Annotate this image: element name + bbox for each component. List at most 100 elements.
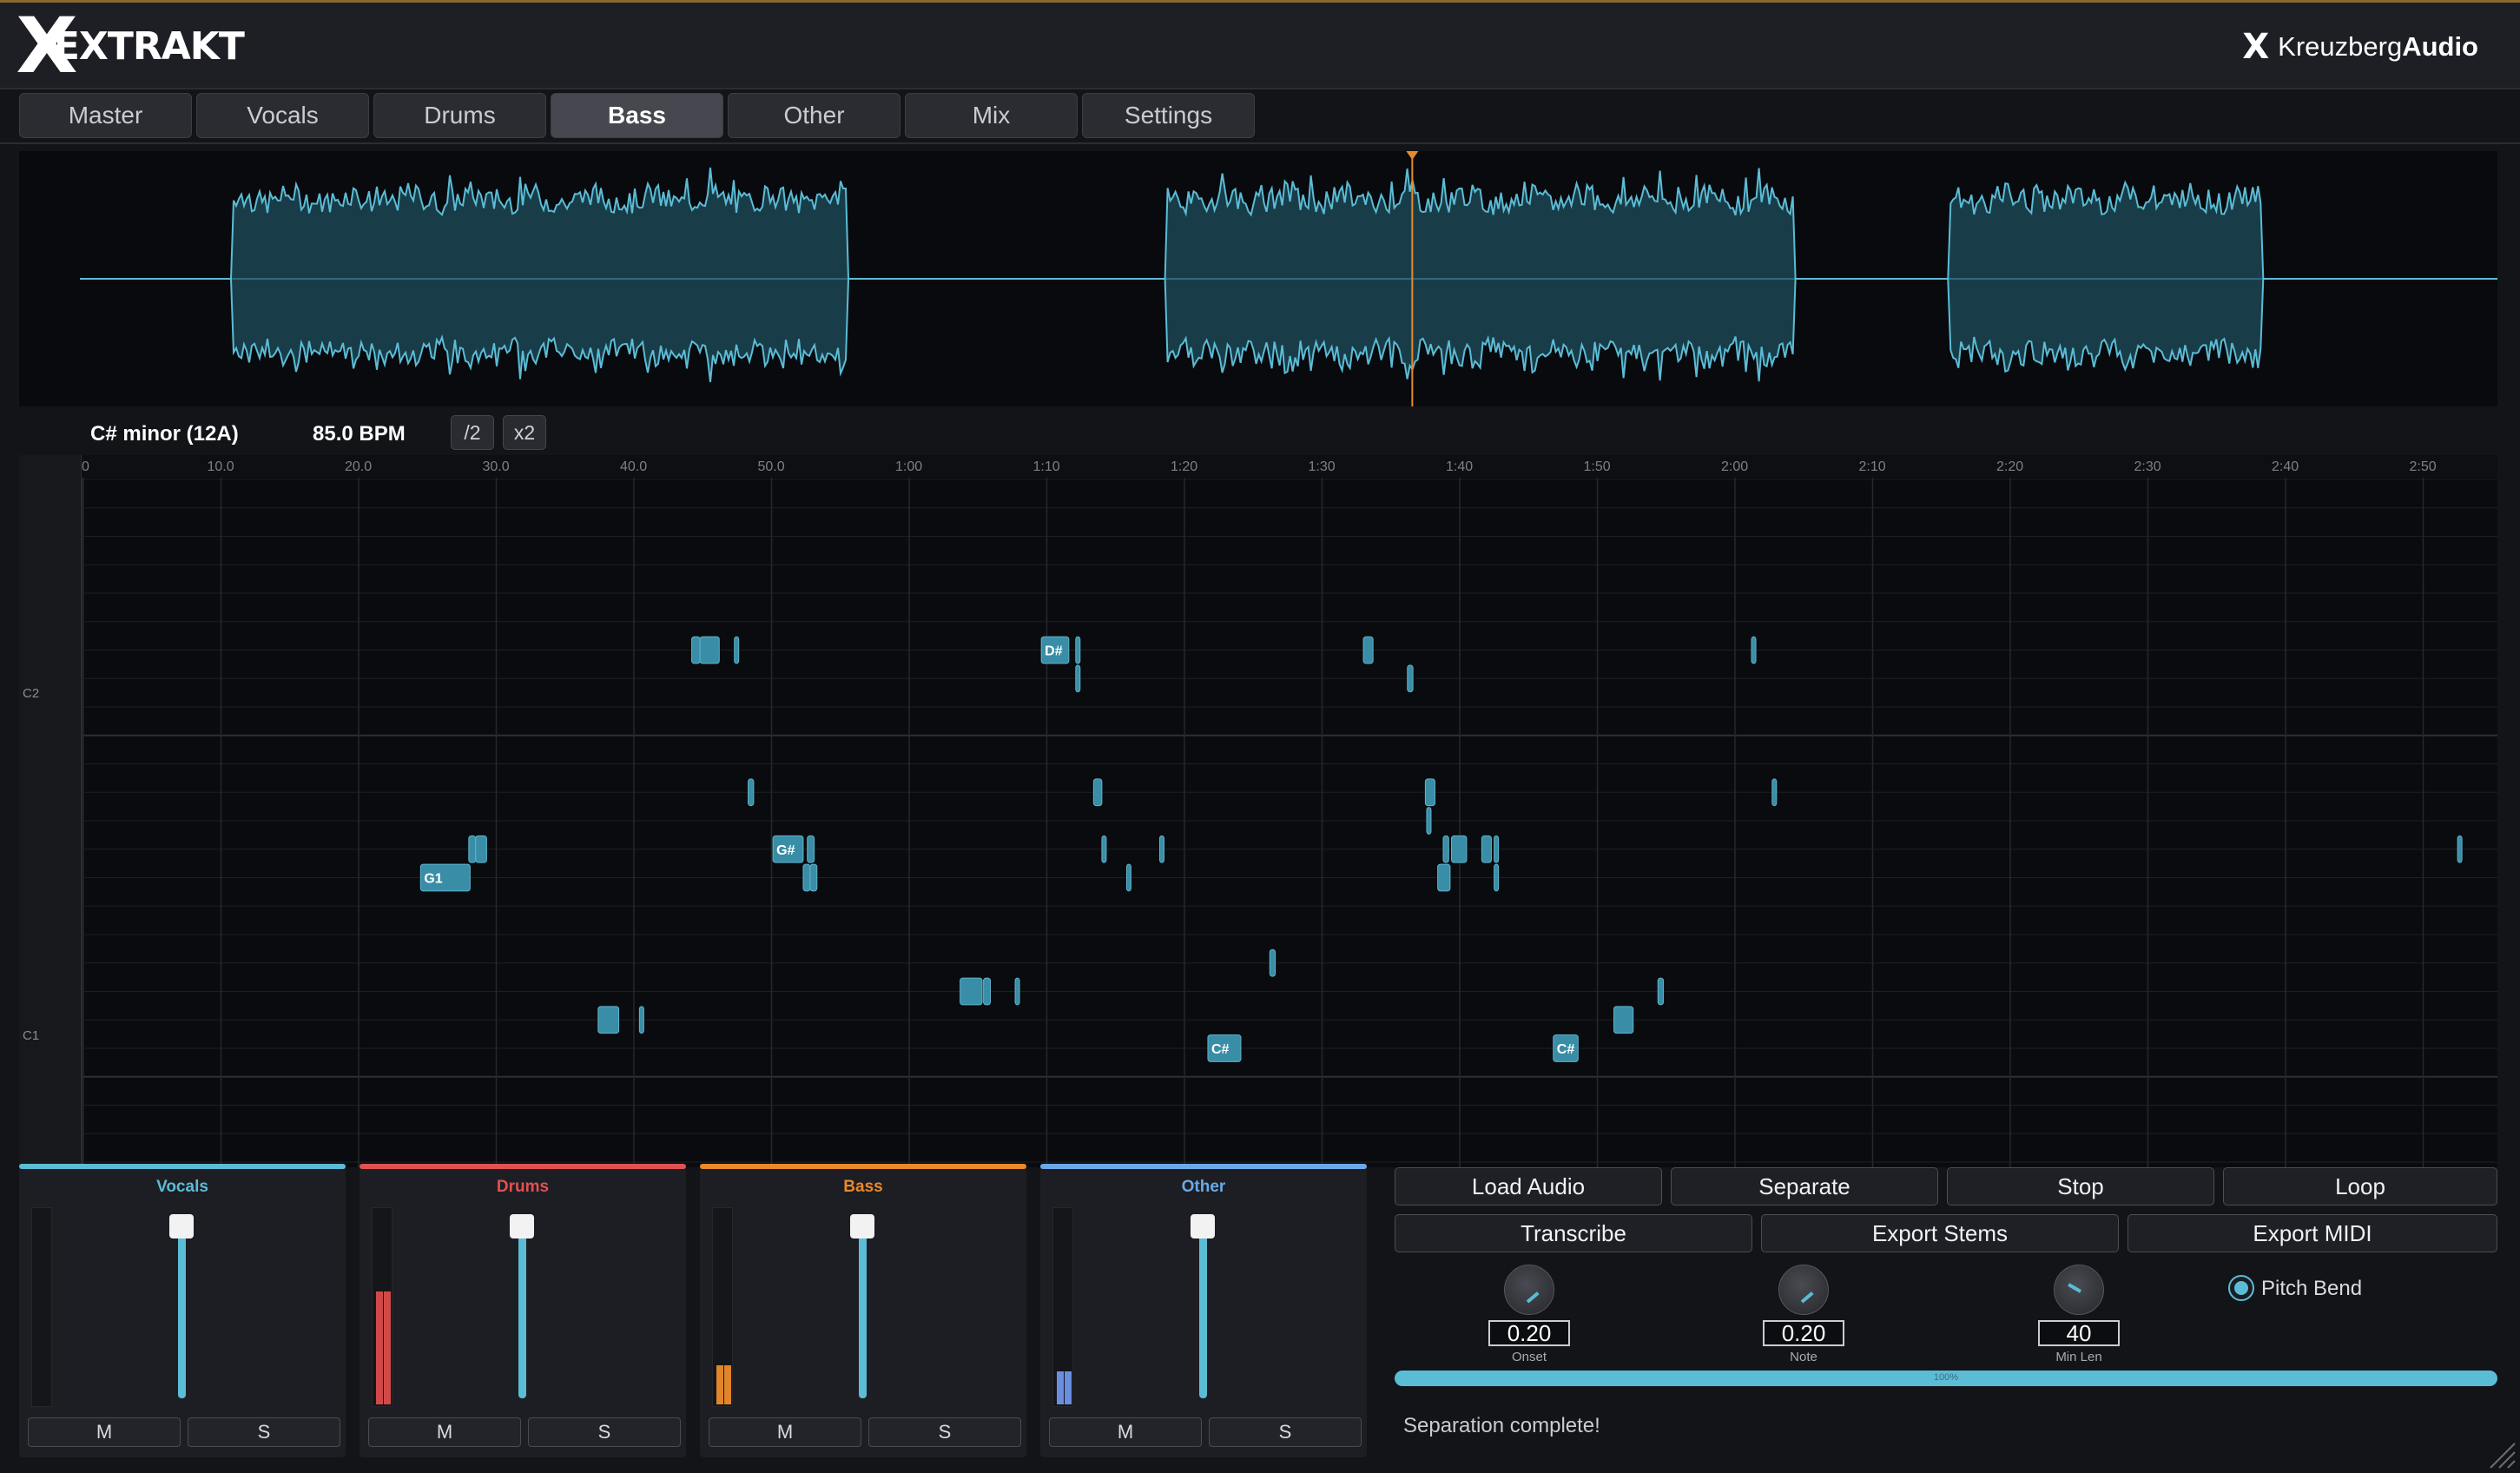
pitch-bend-toggle[interactable] (2228, 1275, 2254, 1301)
volume-fader-track[interactable] (518, 1216, 526, 1398)
piano-roll[interactable]: 0 10.0 20.0 30.0 40.0 50.0 1:00 1:10 1:20 1:30 1:4… (19, 455, 2497, 1167)
solo-button[interactable]: S (528, 1417, 681, 1447)
midi-note[interactable] (1494, 835, 1500, 863)
midi-note[interactable] (1553, 1034, 1579, 1062)
mute-button[interactable]: M (709, 1417, 861, 1447)
load-audio-button[interactable]: Load Audio (1395, 1167, 1662, 1205)
midi-note[interactable] (1426, 807, 1432, 835)
waveform-overview[interactable] (19, 151, 2497, 406)
midi-note[interactable] (468, 835, 477, 863)
midi-note[interactable] (807, 835, 815, 863)
midi-note[interactable] (1407, 664, 1414, 693)
midi-note[interactable] (475, 835, 487, 863)
export-stems-button[interactable]: Export Stems (1761, 1214, 2119, 1252)
volume-fader-handle[interactable] (850, 1214, 874, 1239)
midi-note[interactable] (1657, 977, 1665, 1006)
mute-button[interactable]: M (368, 1417, 521, 1447)
half-tempo-button[interactable]: /2 (451, 415, 494, 450)
volume-fader-handle[interactable] (169, 1214, 194, 1239)
midi-note[interactable] (748, 778, 755, 807)
tab-bass[interactable]: Bass (551, 93, 723, 138)
note-knob[interactable] (1778, 1265, 1829, 1315)
midi-note[interactable] (1613, 1006, 1634, 1034)
meter-left (716, 1365, 723, 1404)
midi-note[interactable] (1269, 948, 1276, 977)
midi-note[interactable] (638, 1006, 644, 1034)
volume-fader-track[interactable] (178, 1216, 186, 1398)
midi-note[interactable] (1092, 778, 1103, 807)
midi-note[interactable] (1014, 977, 1020, 1006)
strip-color-bar (19, 1164, 346, 1169)
volume-fader-track[interactable] (1199, 1216, 1207, 1398)
meter-right (1065, 1371, 1072, 1404)
midi-note[interactable] (699, 636, 720, 664)
volume-fader-track[interactable] (859, 1216, 867, 1398)
solo-button[interactable]: S (188, 1417, 340, 1447)
min-len-knob[interactable] (2054, 1265, 2104, 1315)
level-meter (31, 1207, 52, 1407)
midi-note[interactable] (1437, 863, 1451, 892)
midi-note[interactable] (597, 1006, 620, 1034)
midi-note[interactable] (772, 835, 804, 863)
mute-button[interactable]: M (28, 1417, 181, 1447)
midi-note[interactable] (734, 636, 740, 664)
midi-note[interactable] (1751, 636, 1757, 664)
mute-button[interactable]: M (1049, 1417, 1202, 1447)
midi-note[interactable] (1125, 863, 1131, 892)
midi-note[interactable] (802, 863, 811, 892)
separate-button[interactable]: Separate (1671, 1167, 1938, 1205)
ruler-tick-label: 1:30 (1309, 459, 1336, 474)
midi-note[interactable] (809, 863, 818, 892)
midi-note[interactable] (1771, 778, 1778, 807)
brand-x-icon: X (2242, 27, 2270, 67)
loop-button[interactable]: Loop (2223, 1167, 2497, 1205)
brand-suffix: Audio (2402, 31, 2478, 62)
level-meter (712, 1207, 733, 1407)
export-midi-button[interactable]: Export MIDI (2127, 1214, 2497, 1252)
stop-button[interactable]: Stop (1947, 1167, 2214, 1205)
tab-other[interactable]: Other (728, 93, 900, 138)
midi-note[interactable] (419, 863, 471, 892)
waveform-segments (229, 167, 2265, 383)
onset-value-field[interactable]: 0.20 (1488, 1320, 1570, 1346)
midi-note[interactable] (960, 977, 983, 1006)
midi-note[interactable] (1362, 636, 1374, 664)
min-len-value-field[interactable]: 40 (2038, 1320, 2120, 1346)
volume-fader-handle[interactable] (1191, 1214, 1215, 1239)
window-accent-line (0, 0, 2520, 3)
solo-button[interactable]: S (868, 1417, 1021, 1447)
tab-master[interactable]: Master (19, 93, 192, 138)
midi-note[interactable] (1450, 835, 1468, 863)
midi-note[interactable] (1442, 835, 1449, 863)
onset-knob[interactable] (1504, 1265, 1554, 1315)
tab-vocals[interactable]: Vocals (196, 93, 369, 138)
midi-note[interactable] (1494, 863, 1500, 892)
key-label: C# minor (12A) (90, 422, 239, 446)
waveform-segment (1164, 168, 1797, 382)
level-meter (372, 1207, 393, 1407)
tab-mix[interactable]: Mix (905, 93, 1078, 138)
meter-right (384, 1291, 391, 1404)
note-value-field[interactable]: 0.20 (1763, 1320, 1844, 1346)
midi-note[interactable] (2457, 835, 2463, 863)
double-tempo-button[interactable]: x2 (503, 415, 546, 450)
midi-note[interactable] (1075, 636, 1081, 664)
transcribe-button[interactable]: Transcribe (1395, 1214, 1752, 1252)
solo-button[interactable]: S (1209, 1417, 1362, 1447)
midi-note[interactable] (1424, 778, 1435, 807)
midi-note[interactable] (1481, 835, 1492, 863)
midi-note[interactable] (983, 977, 992, 1006)
tab-drums[interactable]: Drums (373, 93, 546, 138)
ruler-tick-label: 2:10 (1859, 459, 1886, 474)
midi-note[interactable] (1158, 835, 1164, 863)
midi-note[interactable] (691, 636, 701, 664)
midi-note[interactable] (1207, 1034, 1242, 1062)
playhead-marker-icon[interactable] (1406, 151, 1419, 160)
midi-note[interactable] (1040, 636, 1070, 664)
resize-grip-icon[interactable] (2487, 1440, 2517, 1470)
octave-label-c2: C2 (23, 686, 39, 701)
tab-settings[interactable]: Settings (1082, 93, 1255, 138)
midi-note[interactable] (1075, 664, 1081, 693)
volume-fader-handle[interactable] (510, 1214, 534, 1239)
midi-note[interactable] (1101, 835, 1107, 863)
